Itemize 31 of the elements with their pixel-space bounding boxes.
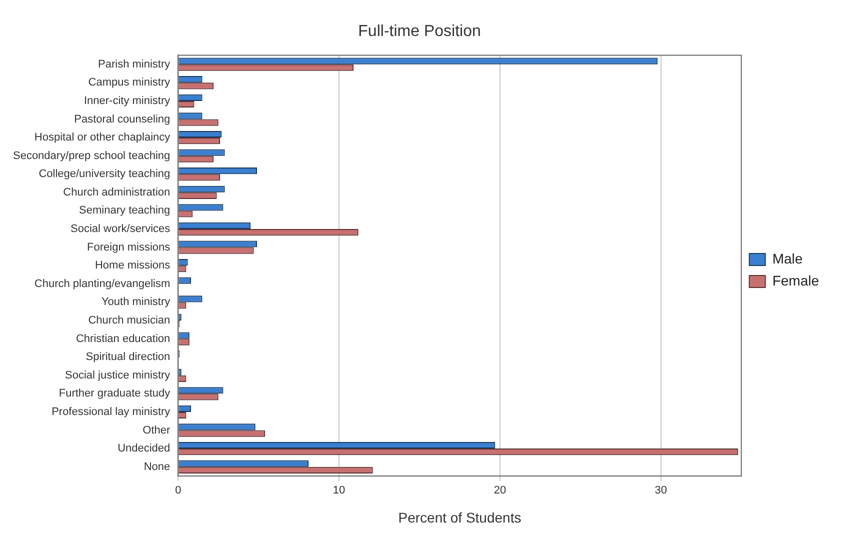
y-tick-label: Church planting/evangelism [34, 278, 170, 290]
x-axis-title: Percent of Students [398, 509, 522, 526]
chart-title: Full-time Position [358, 23, 481, 40]
y-tick-label: Youth ministry [101, 296, 171, 308]
y-tick-label: Secondary/prep school teaching [12, 150, 170, 162]
y-tick-label: Church administration [63, 186, 170, 198]
legend-label: Male [772, 250, 803, 266]
y-tick-label: Campus ministry [88, 76, 171, 89]
y-tick-label: Pastoral counseling [74, 113, 170, 126]
y-tick-label: Inner-city ministry [84, 94, 171, 107]
legend-label: Female [772, 272, 820, 288]
x-tick-label: 30 [654, 484, 667, 497]
y-tick-label: College/university teaching [38, 168, 170, 180]
y-tick-label: Home missions [94, 260, 171, 272]
y-tick-label: Foreign missions [87, 241, 171, 254]
y-tick-label: Other [142, 424, 170, 436]
x-tick-label: 10 [332, 484, 346, 497]
y-tick-label: None [144, 460, 170, 473]
y-tick-label: Social work/services [70, 223, 171, 236]
y-tick-label: Spiritual direction [86, 351, 170, 364]
y-tick-label: Church musician [88, 314, 170, 327]
y-tick-label: Parish ministry [98, 58, 171, 70]
y-tick-label: Seminary teaching [79, 204, 170, 217]
x-tick-label: 0 [175, 484, 182, 497]
y-tick-label: Professional lay ministry [52, 406, 171, 418]
y-tick-label: Social justice ministry [65, 369, 171, 382]
y-tick-label: Undecided [118, 442, 170, 455]
y-tick-label: Christian education [76, 332, 170, 345]
y-tick-label: Hospital or other chaplaincy [34, 132, 171, 144]
x-tick-label: 20 [494, 484, 506, 497]
y-tick-label: Further graduate study [58, 388, 171, 400]
